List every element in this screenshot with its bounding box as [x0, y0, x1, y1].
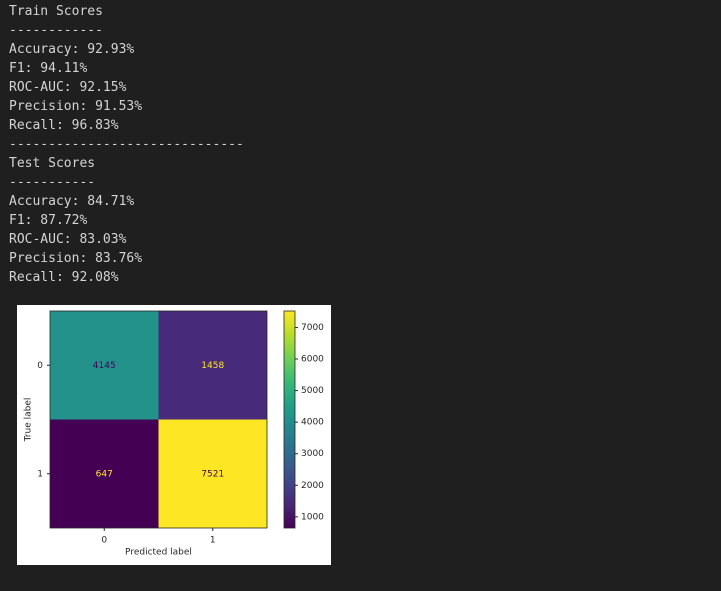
output-line: Train Scores [9, 4, 103, 19]
colorbar-tick-label: 6000 [301, 355, 324, 365]
confusion-matrix: 4145 1458 647 7521 0 1 0 1 Predicted label True l… [17, 305, 331, 565]
colorbar-tick-label: 5000 [301, 386, 324, 396]
cell [158, 311, 267, 420]
output-line: F1: 94.11% [9, 61, 88, 76]
colorbar-tick-label: 1000 [301, 512, 324, 522]
cell-label: 1458 [201, 361, 224, 371]
output-line: Test Scores [9, 156, 96, 171]
cell [50, 419, 159, 528]
output-line: F1: 87.72% [9, 213, 88, 228]
cell-label: 7521 [201, 469, 224, 479]
y-tick-label: 1 [37, 469, 43, 479]
x-tick-label: 0 [101, 536, 107, 546]
output-line: ------------ [9, 23, 103, 38]
colorbar-tick-label: 2000 [301, 481, 324, 491]
output-line: Precision: 91.53% [9, 99, 143, 114]
output-line: Accuracy: 84.71% [9, 194, 135, 209]
output-line: ------------------------------ [9, 137, 244, 152]
colorbar-tick-label: 7000 [301, 323, 324, 333]
colorbar [283, 310, 296, 529]
output-line: ROC-AUC: 92.15% [9, 80, 127, 95]
output-line: Accuracy: 92.93% [9, 42, 135, 57]
cell [50, 311, 159, 420]
axes-frame [49, 310, 268, 529]
x-axis-label: Predicted label [125, 548, 192, 558]
colorbar-tick-label: 3000 [301, 449, 324, 459]
output-line: Recall: 92.08% [9, 270, 119, 285]
colorbar-tick-label: 4000 [301, 418, 324, 428]
output-line: ----------- [9, 175, 96, 190]
y-axis-label: True label [24, 398, 34, 443]
cell-output: Train Scores ------------ Accuracy: 92.93%… [9, 2, 244, 287]
output-line: Recall: 96.83% [9, 118, 119, 133]
output-line: Precision: 83.76% [9, 251, 143, 266]
cell-label: 647 [96, 469, 113, 479]
y-tick-label: 0 [37, 361, 43, 371]
output-line: ROC-AUC: 83.03% [9, 232, 127, 247]
cell-label: 4145 [93, 361, 116, 371]
cell [158, 419, 267, 528]
x-tick-label: 1 [210, 536, 216, 546]
